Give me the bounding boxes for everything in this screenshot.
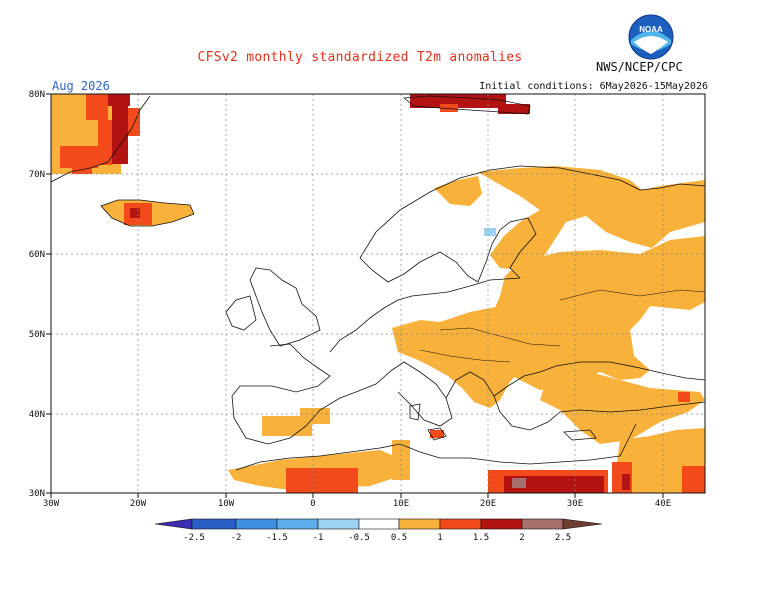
colorbar-label: -1 [313, 533, 324, 543]
anomaly-cell [286, 468, 358, 493]
colorbar-right-arrow [562, 518, 603, 530]
anomaly-cell [108, 94, 130, 106]
colorbar-label: -0.5 [348, 533, 370, 543]
anomaly-cell [498, 104, 530, 114]
noaa-logo-icon: NOAA [628, 14, 674, 60]
agency-label: NWS/NCEP/CPC [596, 60, 683, 74]
anomaly-area [540, 372, 705, 444]
colorbar-label: 1 [437, 533, 442, 543]
colorbar-label: -2 [231, 533, 242, 543]
map-title: CFSv2 monthly standardized T2m anomalies [0, 50, 760, 65]
colorbar-segment [317, 518, 360, 530]
anomaly-cell [682, 466, 705, 493]
lon-label: 30E [567, 499, 583, 509]
anomaly-cell [512, 478, 526, 488]
anomaly-cell [678, 392, 690, 402]
lon-label: 20E [480, 499, 496, 509]
axis-ticks [46, 93, 664, 498]
anomaly-cell [440, 104, 458, 112]
longitude-labels: 30W 20W 10W 0 10E 20E 30E 40E [43, 499, 671, 509]
lat-label: 70N [29, 170, 45, 180]
anomaly-cell-negative [484, 228, 496, 236]
anomaly-area [392, 306, 530, 408]
lon-label: 10E [393, 499, 409, 509]
colorbar-segment [439, 518, 482, 530]
colorbar-segment [235, 518, 278, 530]
graticule [51, 94, 705, 493]
colorbar-left-arrow [154, 518, 193, 530]
colorbar-label: 0.5 [391, 533, 407, 543]
colorbar-label: 2 [519, 533, 524, 543]
anomaly-cell [112, 104, 128, 164]
anomaly-area [490, 236, 705, 390]
anomaly-cell [98, 120, 112, 165]
colorbar-segment [191, 518, 237, 530]
colorbar-label: 2.5 [555, 533, 571, 543]
anomaly-cell [60, 146, 98, 168]
lon-label: 30W [43, 499, 60, 509]
lat-label: 50N [29, 330, 45, 340]
colorbar-label: -1.5 [266, 533, 288, 543]
anomaly-cell [430, 430, 444, 438]
anomaly-cell [86, 94, 108, 120]
colorbar-segment [480, 518, 523, 530]
initial-conditions: Initial conditions: 6May2026-15May2026 [479, 81, 708, 92]
colorbar-segment [358, 518, 400, 530]
colorbar-label: 1.5 [473, 533, 489, 543]
lon-label: 20W [130, 499, 147, 509]
svg-text:NOAA: NOAA [639, 25, 663, 34]
lat-label: 40N [29, 410, 45, 420]
lat-label: 80N [29, 90, 45, 100]
lon-label: 40E [655, 499, 671, 509]
lon-label: 0 [310, 499, 315, 509]
anomaly-cell [130, 208, 140, 218]
forecast-month: Aug 2026 [52, 79, 110, 93]
colorbar-segment [398, 518, 441, 530]
coastlines [51, 95, 705, 471]
lat-label: 60N [29, 250, 45, 260]
lon-label: 10W [218, 499, 235, 509]
latitude-labels: 80N 70N 60N 50N 40N 30N [29, 90, 45, 499]
anomaly-area [434, 176, 482, 206]
colorbar-label: -2.5 [183, 533, 205, 543]
map-frame [50, 93, 706, 494]
colorbar-segment [521, 518, 564, 530]
anomaly-area [478, 166, 705, 270]
anomaly-cell [504, 476, 604, 493]
colorbar-segment [276, 518, 319, 530]
anomaly-cell [622, 474, 630, 490]
colorbar: -2.5 -2 -1.5 -1 -0.5 0.5 1 1.5 2 2.5 [154, 518, 603, 543]
lat-label: 30N [29, 489, 45, 499]
anomaly-fill-layer [51, 94, 705, 493]
map-title-text: CFSv2 monthly standardized T2m anomalies [197, 50, 523, 65]
anomaly-cell [410, 94, 506, 108]
